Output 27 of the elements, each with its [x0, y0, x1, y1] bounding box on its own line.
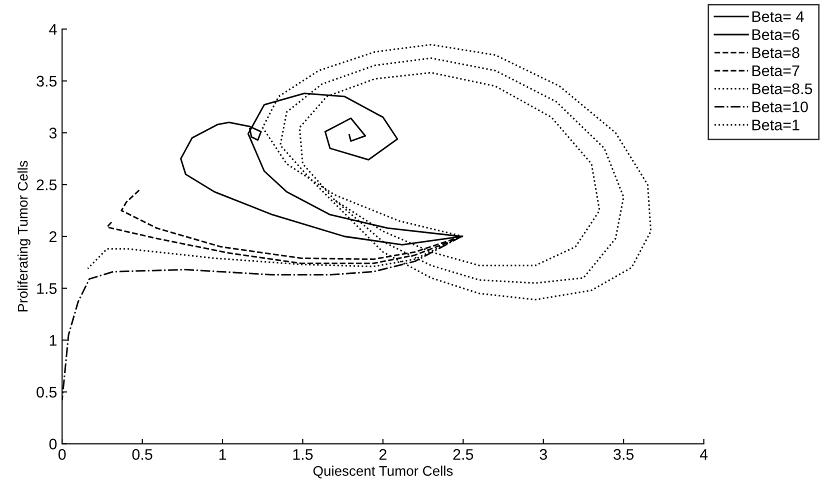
legend-label: Beta=8 [752, 47, 800, 58]
y-tick-label: 0 [49, 438, 57, 450]
x-tick-label: 1.5 [293, 449, 313, 460]
x-tick-label: 3.5 [614, 449, 634, 460]
legend-label: Beta=8.5 [752, 83, 812, 94]
x-tick-label: 4 [700, 449, 708, 460]
x-tick-label: 2.5 [453, 449, 474, 460]
legend-label: Beta=7 [752, 66, 800, 76]
x-tick-label: 0.5 [132, 449, 152, 460]
x-tick-label: 3 [540, 449, 547, 460]
x-axis-title: Quiescent Tumor Cells [313, 466, 453, 478]
x-tick-label: 0 [58, 449, 66, 460]
y-tick-label: 1.5 [37, 283, 57, 294]
y-tick-label: 0.5 [36, 386, 57, 398]
y-tick-label: 1 [50, 335, 56, 346]
x-tick-label: 2 [379, 449, 386, 460]
y-tick-label: 2.5 [36, 179, 57, 190]
y-tick-label: 2 [50, 231, 56, 242]
legend-label: Beta= 4 [752, 11, 804, 22]
y-tick-label: 3.5 [36, 76, 57, 87]
x-tick-label: 1 [219, 449, 226, 460]
y-axis-title: Proliferating Tumor Cells [18, 160, 30, 312]
legend-label: Beta=1 [752, 120, 800, 130]
legend-label: Beta=6 [752, 29, 800, 40]
legend-label: Beta=10 [752, 101, 808, 112]
y-tick-label: 3 [49, 128, 57, 138]
y-tick-label: 4 [49, 24, 57, 35]
